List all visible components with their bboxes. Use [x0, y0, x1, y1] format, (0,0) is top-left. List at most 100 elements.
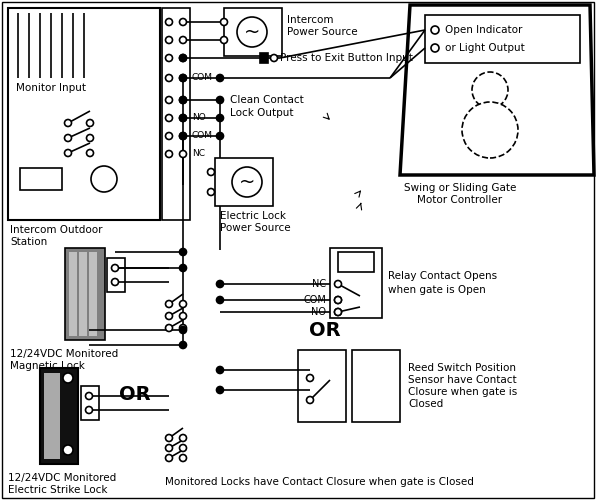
- Circle shape: [472, 72, 508, 108]
- Circle shape: [166, 36, 172, 44]
- Circle shape: [179, 96, 187, 103]
- Text: when gate is Open: when gate is Open: [388, 285, 486, 295]
- Text: Reed Switch Position: Reed Switch Position: [408, 363, 516, 373]
- Circle shape: [64, 134, 72, 141]
- Circle shape: [166, 74, 172, 82]
- Circle shape: [216, 96, 224, 103]
- Bar: [162, 8, 190, 220]
- Bar: [215, 158, 273, 206]
- Bar: [330, 248, 382, 318]
- Circle shape: [64, 150, 72, 156]
- Text: Lock Output: Lock Output: [230, 108, 293, 118]
- Text: Magnetic Lock: Magnetic Lock: [10, 361, 85, 371]
- Circle shape: [63, 445, 73, 455]
- Bar: [81, 386, 99, 420]
- Circle shape: [271, 54, 278, 62]
- Circle shape: [179, 74, 187, 82]
- Circle shape: [334, 308, 342, 316]
- Circle shape: [179, 342, 187, 348]
- Circle shape: [179, 36, 187, 44]
- Text: Closed: Closed: [408, 399, 443, 409]
- Circle shape: [179, 114, 187, 121]
- Bar: [65, 248, 105, 340]
- Circle shape: [334, 280, 342, 287]
- Bar: [20, 168, 62, 190]
- Text: Electric Lock: Electric Lock: [220, 211, 286, 221]
- Circle shape: [462, 102, 518, 158]
- Text: Monitor Input: Monitor Input: [16, 83, 86, 93]
- Bar: [8, 8, 160, 220]
- Circle shape: [334, 296, 342, 304]
- Circle shape: [179, 248, 187, 256]
- Text: ~: ~: [239, 172, 255, 192]
- Circle shape: [166, 324, 172, 332]
- Circle shape: [334, 308, 342, 316]
- Circle shape: [166, 444, 172, 452]
- Text: Relay Contact Opens: Relay Contact Opens: [388, 271, 497, 281]
- Bar: [260, 53, 268, 63]
- Circle shape: [431, 26, 439, 34]
- Circle shape: [216, 296, 224, 304]
- Text: Intercom Outdoor: Intercom Outdoor: [10, 225, 103, 235]
- Bar: [352, 350, 400, 422]
- Bar: [224, 8, 282, 56]
- Text: OR: OR: [119, 386, 151, 404]
- Circle shape: [63, 373, 73, 383]
- Circle shape: [179, 54, 187, 62]
- Text: Power Source: Power Source: [287, 27, 358, 37]
- Circle shape: [179, 300, 187, 308]
- Circle shape: [166, 150, 172, 158]
- Text: NC: NC: [192, 150, 205, 158]
- Text: Press to Exit Button Input: Press to Exit Button Input: [280, 53, 413, 63]
- Text: or Light Output: or Light Output: [445, 43, 524, 53]
- Text: Electric Strike Lock: Electric Strike Lock: [8, 485, 107, 495]
- Text: COM: COM: [192, 132, 213, 140]
- Text: Monitored Locks have Contact Closure when gate is Closed: Monitored Locks have Contact Closure whe…: [165, 477, 474, 487]
- Circle shape: [216, 114, 224, 121]
- Circle shape: [232, 167, 262, 197]
- Text: Clean Contact: Clean Contact: [230, 95, 304, 105]
- Circle shape: [86, 150, 94, 156]
- Text: Station: Station: [10, 237, 47, 247]
- Circle shape: [221, 18, 228, 26]
- Circle shape: [179, 444, 187, 452]
- Circle shape: [91, 166, 117, 192]
- Text: Motor Controller: Motor Controller: [417, 195, 502, 205]
- Circle shape: [207, 168, 215, 175]
- Text: Intercom: Intercom: [287, 15, 334, 25]
- Circle shape: [85, 406, 92, 414]
- Bar: [338, 252, 374, 272]
- Circle shape: [166, 54, 172, 62]
- Text: Power Source: Power Source: [220, 223, 291, 233]
- Text: NC: NC: [312, 279, 326, 289]
- Circle shape: [86, 120, 94, 126]
- Text: NO: NO: [192, 114, 206, 122]
- Circle shape: [166, 18, 172, 26]
- Text: 12/24VDC Monitored: 12/24VDC Monitored: [10, 349, 118, 359]
- Text: Closure when gate is: Closure when gate is: [408, 387, 517, 397]
- Circle shape: [334, 296, 342, 304]
- Circle shape: [179, 454, 187, 462]
- Circle shape: [179, 132, 187, 140]
- Bar: [69, 252, 77, 336]
- Bar: [65, 248, 105, 340]
- Polygon shape: [400, 5, 594, 175]
- Circle shape: [207, 188, 215, 196]
- Circle shape: [179, 434, 187, 442]
- Circle shape: [85, 392, 92, 400]
- Text: ~: ~: [244, 22, 260, 42]
- Circle shape: [221, 36, 228, 44]
- Circle shape: [179, 114, 187, 121]
- Circle shape: [111, 264, 119, 272]
- Circle shape: [179, 326, 187, 334]
- Circle shape: [216, 280, 224, 287]
- Circle shape: [179, 54, 187, 62]
- Bar: [425, 15, 580, 63]
- Circle shape: [166, 132, 172, 140]
- Circle shape: [179, 150, 187, 158]
- Circle shape: [166, 454, 172, 462]
- Circle shape: [216, 386, 224, 394]
- Circle shape: [237, 17, 267, 47]
- Bar: [44, 373, 60, 459]
- Text: NO: NO: [311, 307, 326, 317]
